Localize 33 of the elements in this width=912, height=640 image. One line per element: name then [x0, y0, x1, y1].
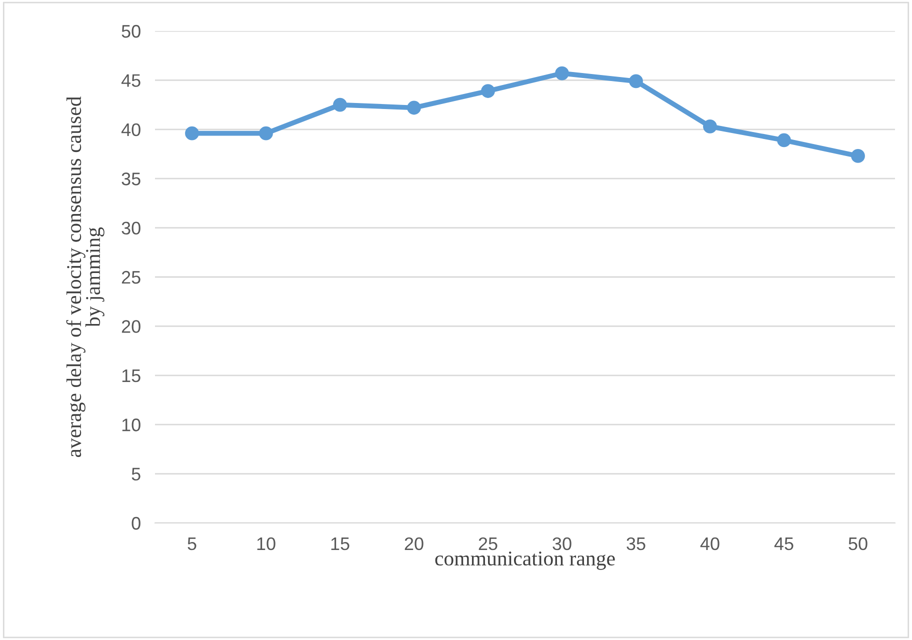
point [555, 66, 569, 80]
x-tick-label: 30 [552, 537, 572, 550]
y-tick-label: 35 [122, 172, 140, 186]
y-tick-label: 25 [122, 270, 140, 284]
y-tick-label: 10 [122, 418, 140, 432]
y-tick-label: 50 [122, 24, 140, 38]
point [333, 98, 347, 112]
x-tick-label: 5 [188, 538, 196, 550]
x-axis-title: communication range [435, 552, 615, 570]
point [703, 120, 717, 134]
x-tick-label: 35 [626, 537, 646, 550]
y-tick-label: 20 [122, 320, 140, 333]
x-tick-label: 15 [331, 538, 350, 550]
y-axis-title: average delay of velocity consensus caused by jamming [66, 96, 104, 458]
x-tick-label: 20 [404, 537, 424, 550]
x-tick-label: 10 [257, 537, 276, 550]
point [481, 84, 495, 98]
point [185, 126, 199, 140]
y-tick-label: 45 [121, 74, 140, 87]
point [407, 100, 421, 115]
y-tick-label: 15 [122, 370, 140, 382]
y-tick-label: 40 [121, 123, 140, 136]
x-tick-label: 25 [478, 537, 498, 550]
point [259, 126, 273, 140]
point [777, 133, 791, 148]
point [629, 74, 643, 88]
x-tick-label: 40 [700, 537, 720, 550]
y-tick-label: 5 [132, 468, 140, 481]
point [851, 149, 865, 163]
x-tick-label: 45 [774, 538, 794, 550]
y-tick-label: 0 [132, 516, 140, 530]
y-tick-label: 30 [122, 222, 140, 235]
x-tick-label: 50 [848, 537, 868, 550]
